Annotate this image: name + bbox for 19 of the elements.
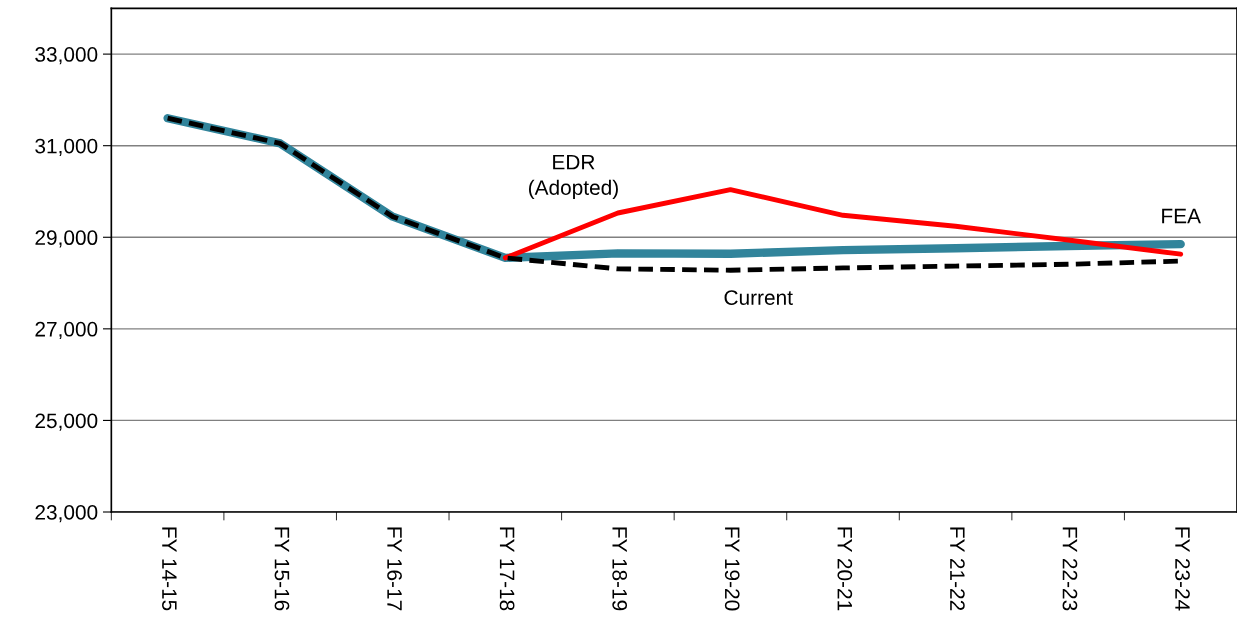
x-tick-label: FY 22-23 [1062, 527, 1078, 611]
x-tick-label: FY 20-21 [837, 527, 853, 611]
x-tick-label: FY 23-24 [1175, 527, 1190, 611]
x-tick-label: FY 21-22 [950, 527, 965, 611]
y-tick-label: 25,000 [35, 413, 98, 431]
y-tick-label: 23,000 [35, 505, 98, 523]
y-tick-label: 29,000 [35, 230, 98, 248]
series-label: Current [724, 290, 793, 305]
y-tick-label: 27,000 [35, 321, 98, 340]
y-tick-label: 31,000 [35, 138, 98, 156]
x-tick-label: FY 19-20 [724, 527, 740, 611]
series-label: FEA [1162, 208, 1201, 224]
x-tick-label: FY 17-18 [499, 527, 515, 611]
y-tick-label: 33,000 [35, 47, 98, 65]
series-label: EDR (Adopted) [528, 154, 618, 200]
x-tick-label: FY 16-17 [387, 527, 402, 611]
x-tick-label: FY 15-16 [274, 527, 290, 611]
x-tick-label: FY 18-19 [612, 527, 628, 611]
x-tick-label: FY 14-15 [162, 527, 177, 611]
